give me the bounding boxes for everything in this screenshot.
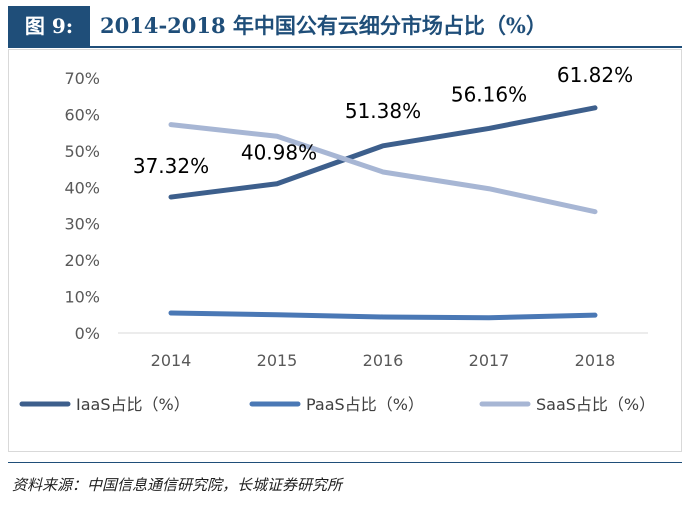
chart-title: 2014-2018 年中国公有云细分市场占比（%） (100, 13, 547, 38)
x-tick-label: 2016 (363, 351, 404, 370)
line-chart: 0% 10% 20% 30% 40% 50% 60% 70% 2014 2015 2016 2017 2… (19, 63, 655, 414)
series-line-iaas (168, 105, 598, 200)
source-note: 资料来源：中国信息通信研究院，长城证券研究所 (12, 476, 343, 494)
data-label: 61.82% (557, 63, 633, 87)
y-tick-label: 20% (64, 251, 100, 270)
series-line-saas (168, 122, 598, 215)
header-divider (8, 46, 682, 48)
data-label: 56.16% (451, 82, 527, 106)
source-divider (8, 462, 682, 463)
figure-header: 图 9: 2014-2018 年中国公有云细分市场占比（%） (8, 6, 682, 46)
y-tick-label: 30% (64, 215, 100, 234)
data-label: 37.32% (133, 154, 209, 178)
y-tick-label: 70% (64, 69, 100, 88)
legend-label: PaaS占比（%） (306, 395, 424, 414)
legend-label: SaaS占比（%） (536, 395, 655, 414)
x-tick-label: 2014 (151, 351, 192, 370)
series-line-paas (168, 310, 598, 321)
x-tick-label: 2015 (257, 351, 298, 370)
legend-label: IaaS占比（%） (76, 395, 190, 414)
y-tick-label: 50% (64, 142, 100, 161)
data-label: 51.38% (345, 99, 421, 123)
y-tick-label: 40% (64, 178, 100, 197)
x-tick-label: 2017 (469, 351, 510, 370)
y-tick-label: 60% (64, 105, 100, 124)
y-tick-label: 10% (64, 288, 100, 307)
chart-area (8, 49, 682, 452)
x-tick-label: 2018 (575, 351, 616, 370)
data-label: 40.98% (241, 141, 317, 165)
y-tick-label: 0% (75, 324, 100, 343)
figure-number: 图 9: (8, 6, 90, 46)
